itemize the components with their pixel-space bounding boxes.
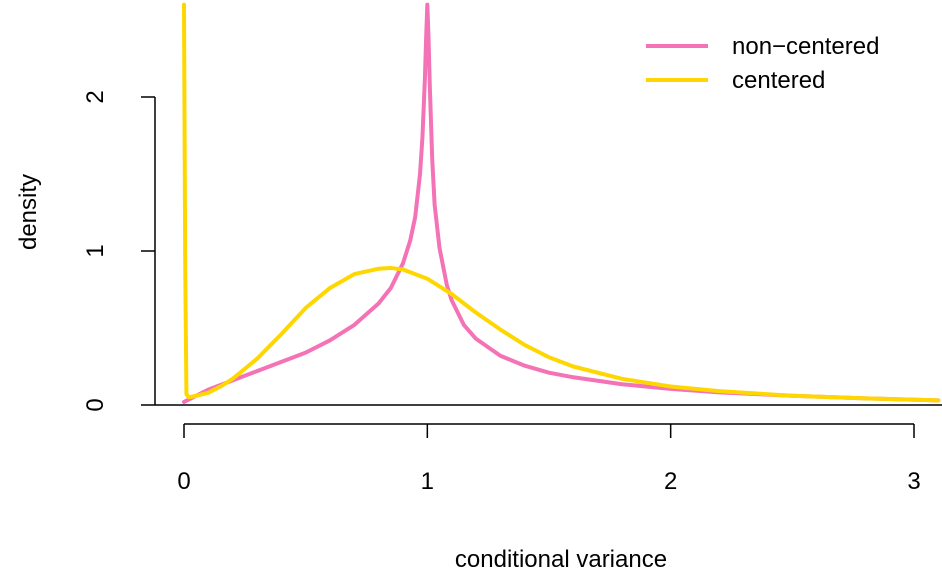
series-line-non-centered (182, 2, 941, 404)
x-axis-title: conditional variance (455, 546, 667, 573)
y-tick-label: 2 (82, 90, 109, 103)
legend: non−centered centered (646, 33, 879, 94)
x-tick-label: 3 (907, 468, 920, 495)
y-axis-title: density (15, 174, 42, 250)
series-layer (182, 2, 941, 404)
x-tick-label: 1 (421, 468, 434, 495)
x-axis-ticks: 0 1 2 3 (177, 424, 921, 495)
x-tick-label: 0 (177, 468, 190, 495)
y-tick-label: 0 (82, 398, 109, 411)
series-line-centered (182, 2, 941, 403)
legend-label: non−centered (732, 33, 879, 60)
legend-item: non−centered (646, 33, 879, 60)
legend-item: centered (646, 67, 825, 94)
y-tick-label: 1 (82, 244, 109, 257)
y-axis-ticks: 0 1 2 (82, 90, 155, 412)
legend-label: centered (732, 67, 825, 94)
x-tick-label: 2 (664, 468, 677, 495)
